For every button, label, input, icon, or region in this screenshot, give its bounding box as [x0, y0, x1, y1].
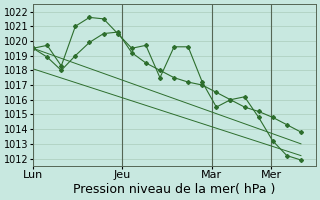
X-axis label: Pression niveau de la mer( hPa ): Pression niveau de la mer( hPa )	[73, 183, 276, 196]
